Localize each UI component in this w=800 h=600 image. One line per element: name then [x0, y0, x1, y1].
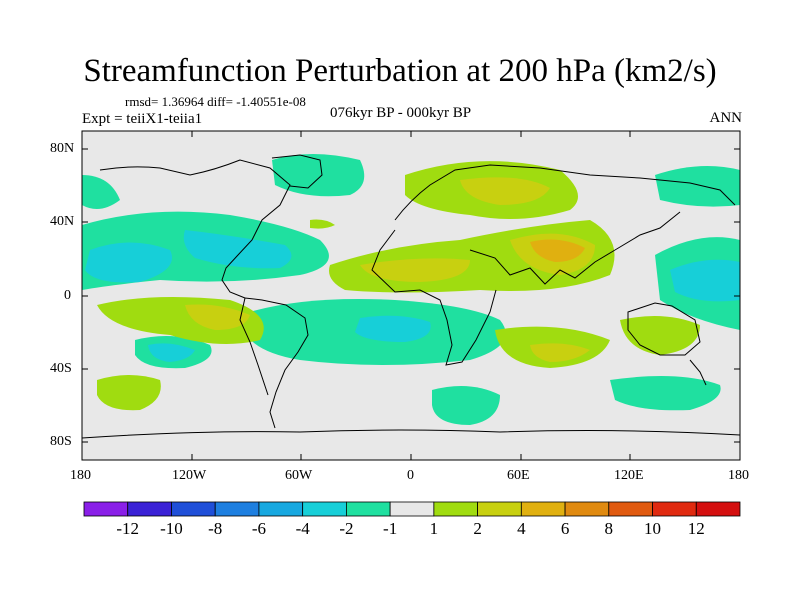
period-label: 076kyr BP - 000kyr BP: [330, 105, 472, 121]
chart-title: Streamfunction Perturbation at 200 hPa (…: [83, 53, 717, 89]
colorbar-labels: -12 -10 -8 -6 -4 -2 -1 1 2 4 6 8 10 12: [116, 519, 704, 538]
colorbar-label: 2: [473, 519, 482, 538]
colorbar-label: -12: [116, 519, 139, 538]
colorbar-swatch: [477, 501, 522, 517]
experiment-label: Expt = teiiX1-teiia1: [82, 111, 203, 127]
lon-label-60w: 60W: [285, 468, 313, 483]
colorbar-label: -6: [252, 519, 266, 538]
colorbar-swatch: [127, 501, 172, 517]
lat-label-0: 0: [64, 288, 71, 303]
colorbar-swatch: [258, 501, 304, 517]
colorbar-label: -1: [383, 519, 397, 538]
colorbar-swatch: [433, 501, 478, 517]
colorbar-label: -2: [339, 519, 353, 538]
colorbar-swatch: [520, 501, 566, 517]
colorbar-label: 4: [517, 519, 526, 538]
colorbar-swatch: [83, 501, 129, 517]
colorbar-label: 8: [605, 519, 614, 538]
colorbar-swatch: [608, 501, 653, 517]
lon-label-180e: 180: [728, 468, 749, 483]
field-shading: [82, 154, 740, 425]
stats-text: rmsd= 1.36964 diff= -1.40551e-08: [125, 94, 306, 109]
colorbar-label: 6: [561, 519, 570, 538]
colorbar-swatch: [652, 501, 697, 517]
lon-label-120e: 120E: [614, 468, 644, 483]
season-label: ANN: [709, 110, 743, 126]
axis-ticks: [81, 131, 741, 460]
colorbar-label: 1: [430, 519, 439, 538]
lon-label-60e: 60E: [507, 468, 530, 483]
lon-label-180w: 180: [70, 468, 91, 483]
lat-label-40s: 40S: [50, 361, 72, 376]
colorbar-swatch: [695, 501, 741, 517]
colorbar-swatch: [302, 501, 347, 517]
colorbar-swatch: [564, 501, 610, 517]
lon-label-0: 0: [407, 468, 414, 483]
colorbar-label: -4: [296, 519, 311, 538]
colorbar: [83, 501, 741, 517]
lon-label-120w: 120W: [172, 468, 207, 483]
colorbar-label: 12: [688, 519, 705, 538]
lat-label-80n: 80N: [50, 141, 75, 156]
colorbar-swatch: [345, 501, 391, 517]
colorbar-swatch: [389, 501, 435, 517]
colorbar-swatch: [214, 501, 260, 517]
lat-label-40n: 40N: [50, 214, 75, 229]
colorbar-label: 10: [644, 519, 661, 538]
coastlines: [82, 154, 740, 439]
lat-label-80s: 80S: [50, 434, 72, 449]
colorbar-label: -8: [208, 519, 222, 538]
colorbar-label: -10: [160, 519, 183, 538]
colorbar-swatch: [171, 501, 216, 517]
